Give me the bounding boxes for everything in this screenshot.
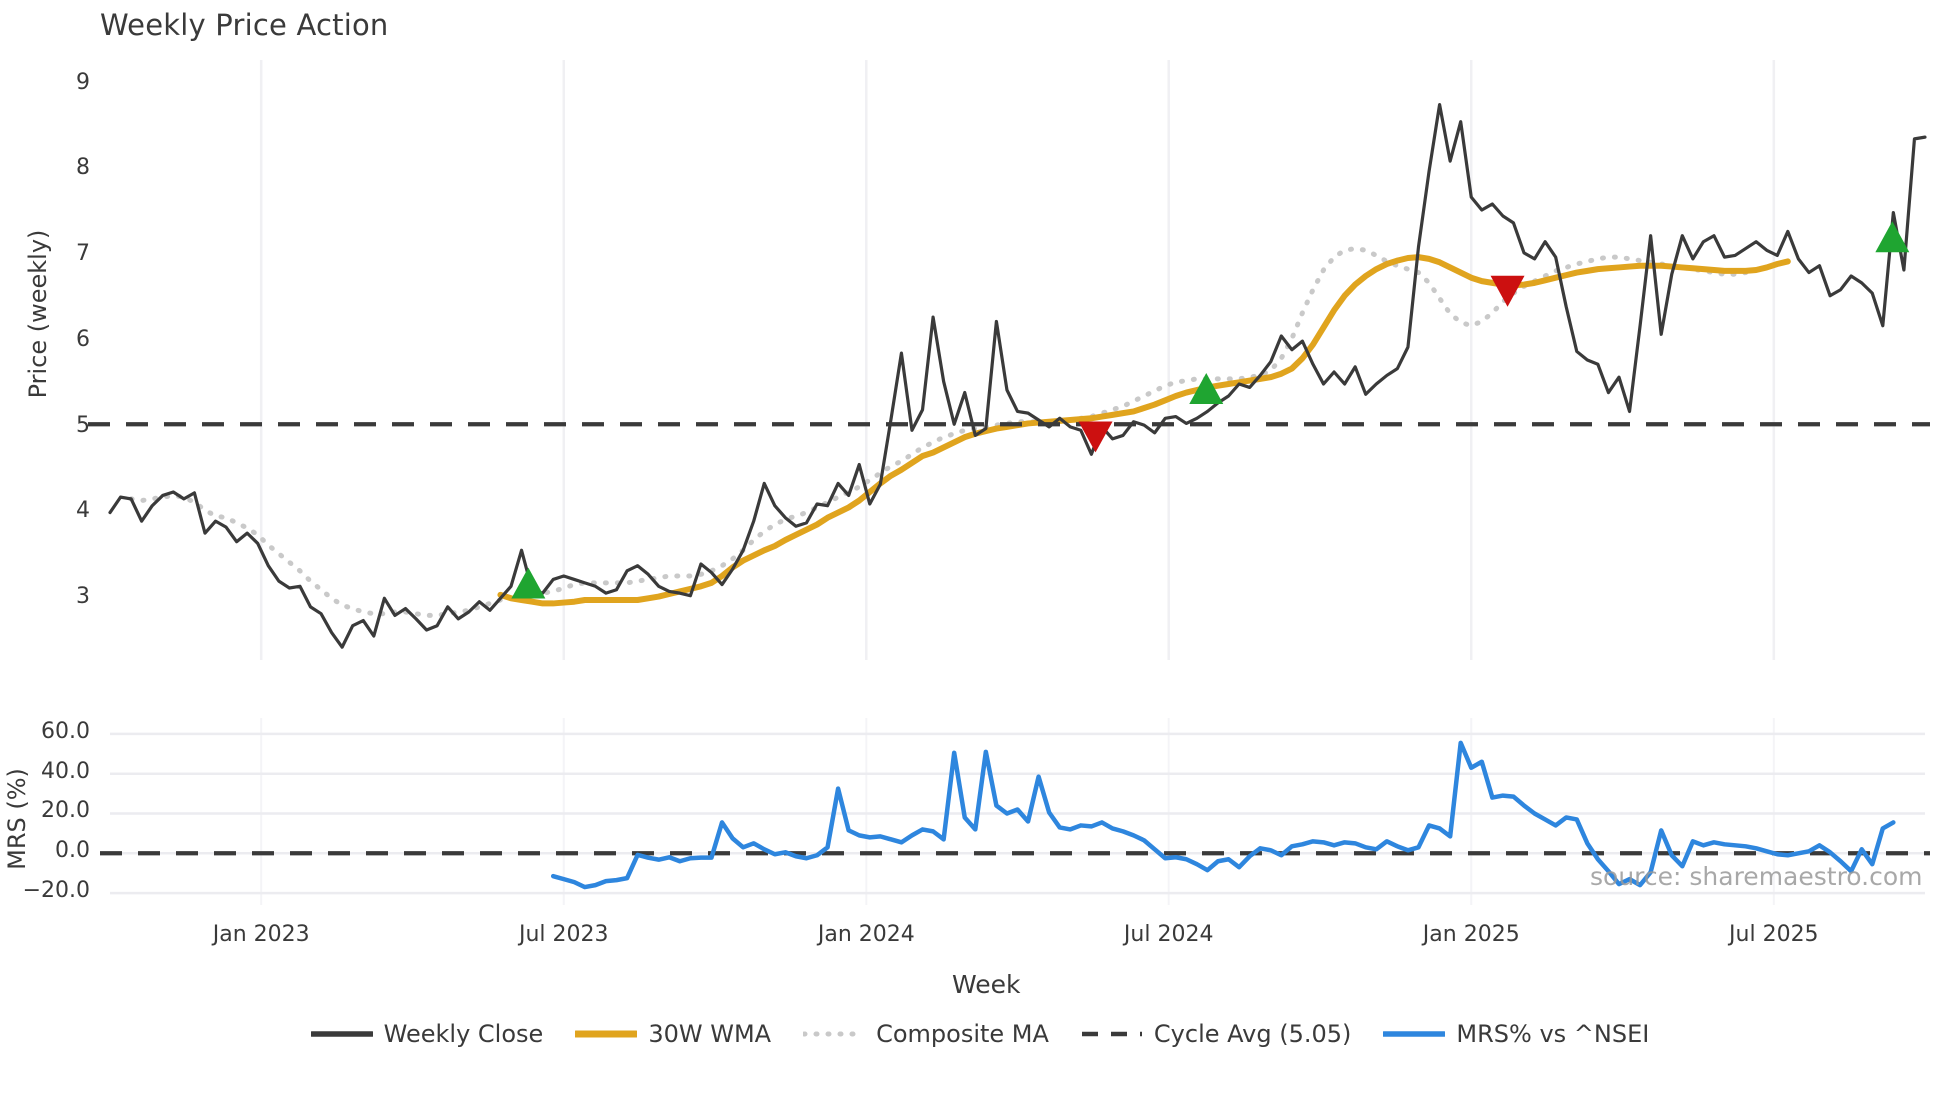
x-tick-label: Jan 2023 [212,922,310,947]
series-30w-wma [497,254,1791,607]
legend-swatch-1 [310,1031,373,1037]
legend-swatch-2 [575,1030,638,1038]
legend-item[interactable]: MRS% vs ^NSEI [1383,1020,1649,1048]
mrs-y-tick-label: 0.0 [55,838,90,864]
buy-signal-marker[interactable] [511,567,546,599]
x-tick-label: Jan 2025 [1422,922,1520,947]
legend-item[interactable]: Weekly Close [310,1020,544,1048]
legend-item[interactable]: 30W WMA [575,1020,771,1048]
page-title: Weekly Price Action [100,8,389,42]
mrs-y-tick-label: 20.0 [41,798,90,824]
price-y-tick-label: 3 [76,584,90,609]
legend-label: 30W WMA [648,1020,772,1048]
legend-swatch-3 [803,1031,866,1037]
watermark: source: sharemaestro.com [1590,862,1923,891]
mrs-y-tick-label: 40.0 [41,758,90,784]
x-tick-label: Jul 2025 [1729,922,1819,947]
x-tick-label: Jul 2024 [1123,922,1214,947]
legend-label: Cycle Avg (5.05) [1153,1020,1352,1048]
series-weekly-close [108,102,1927,649]
chart-legend: Weekly Close 30W WMA Composite MA Cycle Avg… [0,1020,1960,1048]
price-y-tick-label: 4 [76,498,90,524]
legend-label: MRS% vs ^NSEI [1456,1020,1650,1048]
series-composite-ma [128,246,1780,618]
legend-swatch-4 [1081,1031,1142,1037]
mrs-y-tick-label: 60.0 [41,718,90,744]
x-tick-label: Jan 2024 [817,922,915,947]
price-y-tick-label: 7 [76,241,90,267]
legend-item[interactable]: Composite MA [803,1020,1049,1048]
price-y-tick-label: 6 [76,326,90,352]
legend-label: Weekly Close [383,1020,544,1048]
price-y-tick-label: 8 [76,155,90,181]
price-y-tick-label: 9 [76,69,90,95]
x-tick-label: Jul 2023 [518,922,609,947]
mrs-y-tick-label: −20.0 [22,878,90,904]
legend-item[interactable]: Cycle Avg (5.05) [1081,1020,1351,1048]
sell-signal-marker[interactable] [1078,421,1113,453]
legend-swatch-5 [1383,1031,1446,1037]
price-y-tick-label: 5 [76,412,90,438]
legend-label: Composite MA [876,1020,1049,1048]
buy-signal-marker[interactable] [1189,373,1224,404]
series-mrs-percent [550,740,1896,890]
sell-signal-marker[interactable] [1490,275,1525,307]
x-axis-label: Week [952,970,1021,999]
buy-signal-marker[interactable] [1875,221,1910,253]
price-panel-background [110,60,1925,660]
